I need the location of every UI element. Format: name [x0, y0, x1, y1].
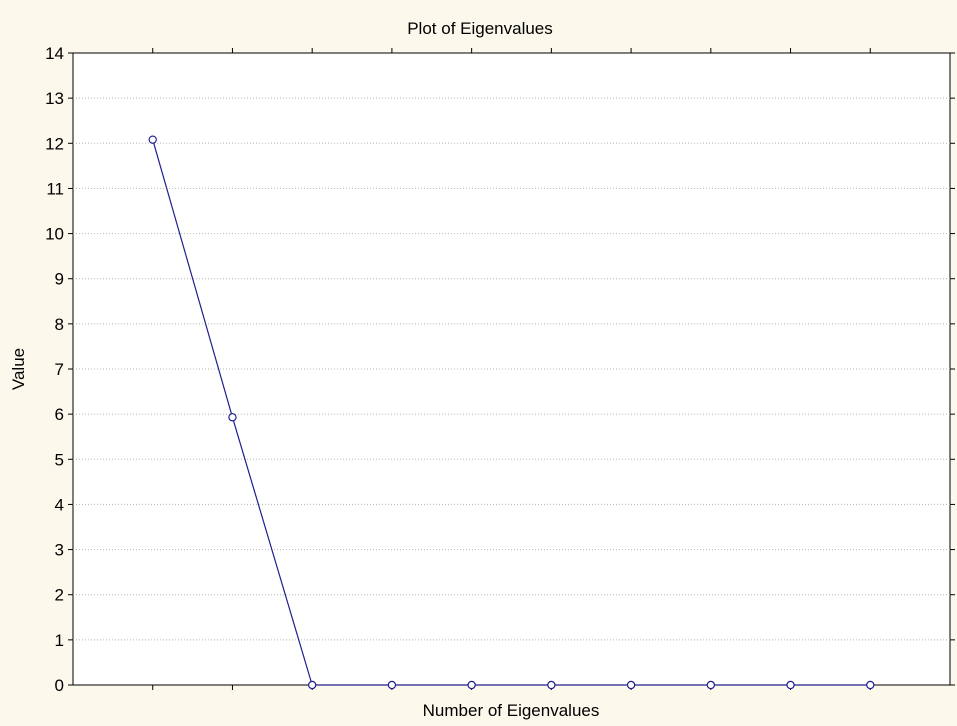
- chart-title: Plot of Eigenvalues: [407, 19, 553, 38]
- series-layer: [148, 135, 875, 690]
- data-point-2: [228, 413, 237, 422]
- data-point-8: [706, 680, 716, 690]
- y-tick-label-14: 14: [45, 44, 64, 63]
- y-tick-label-10: 10: [45, 225, 64, 244]
- data-point-7: [626, 680, 636, 690]
- data-point-5: [467, 680, 476, 690]
- series-line-0: [152, 139, 871, 686]
- x-axis-label: Number of Eigenvalues: [423, 701, 600, 720]
- y-tick-label-8: 8: [55, 315, 64, 334]
- y-tick-label-4: 4: [55, 495, 64, 514]
- data-point-4: [387, 680, 397, 690]
- data-point-3: [307, 680, 317, 690]
- y-tick-label-11: 11: [46, 179, 64, 198]
- grid-lines: [73, 97, 950, 641]
- y-tick-label-7: 7: [55, 360, 64, 379]
- y-tick-label-1: 1: [55, 631, 64, 650]
- y-tick-label-9: 9: [55, 270, 64, 289]
- data-point-10: [866, 680, 875, 690]
- y-tick-label-12: 12: [45, 134, 64, 153]
- y-tick-label-2: 2: [55, 586, 64, 605]
- y-axis-label: Value: [9, 348, 28, 390]
- y-tick-label-13: 13: [45, 89, 64, 108]
- data-point-1: [148, 135, 157, 144]
- y-tick-label-5: 5: [55, 450, 64, 469]
- data-point-9: [786, 680, 795, 690]
- data-point-6: [547, 680, 556, 690]
- y-tick-label-6: 6: [55, 405, 64, 424]
- y-tick-label-3: 3: [55, 541, 64, 560]
- y-tick-label-0: 0: [55, 676, 64, 695]
